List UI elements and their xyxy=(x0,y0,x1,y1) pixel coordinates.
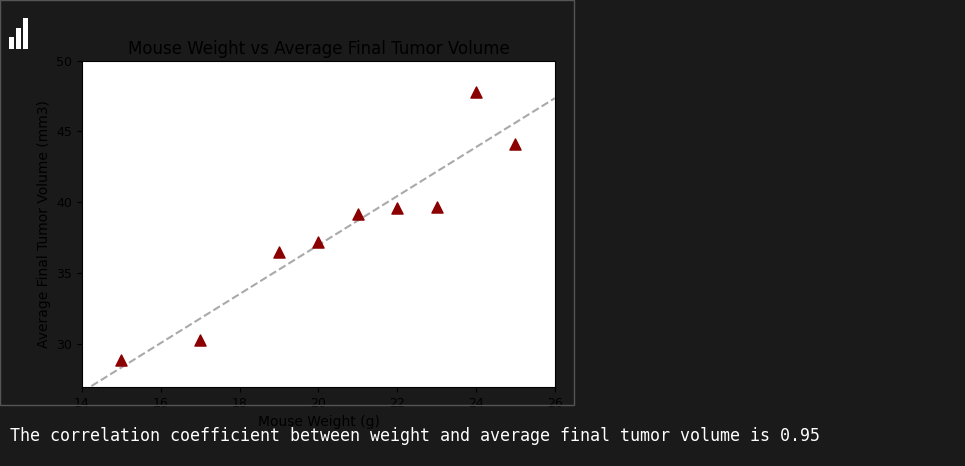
Text: The correlation coefficient between weight and average final tumor volume is 0.9: The correlation coefficient between weig… xyxy=(10,427,819,445)
Point xyxy=(193,336,208,344)
Point xyxy=(350,210,366,218)
Bar xyxy=(23,19,28,49)
Title: Mouse Weight vs Average Final Tumor Volume: Mouse Weight vs Average Final Tumor Volu… xyxy=(127,40,510,58)
Bar xyxy=(9,37,14,49)
Point xyxy=(428,203,444,210)
Bar xyxy=(15,27,21,49)
Point xyxy=(468,88,483,96)
Point xyxy=(311,239,326,246)
Y-axis label: Average Final Tumor Volume (mm3): Average Final Tumor Volume (mm3) xyxy=(37,100,51,348)
X-axis label: Mouse Weight (g): Mouse Weight (g) xyxy=(258,415,379,429)
Point xyxy=(390,205,405,212)
Point xyxy=(271,248,287,256)
Point xyxy=(508,141,523,148)
Point xyxy=(114,356,129,363)
